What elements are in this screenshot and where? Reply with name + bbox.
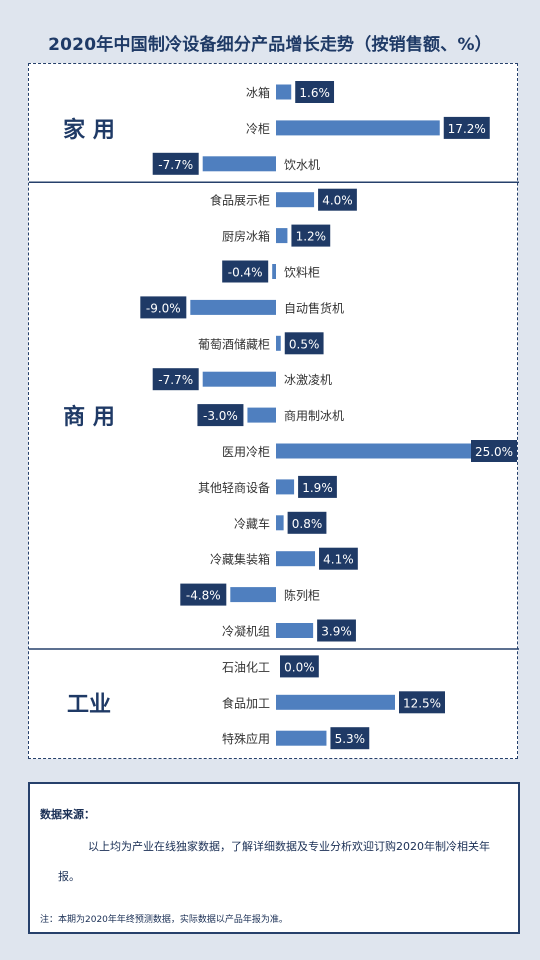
- bar: [247, 407, 276, 423]
- value-label: 1.6%: [299, 86, 330, 100]
- value-label: 25.0%: [475, 445, 513, 459]
- bar: [276, 84, 292, 100]
- bar: [202, 371, 276, 387]
- value-label-box: [152, 368, 199, 391]
- value-label: 1.2%: [296, 230, 327, 244]
- category-label: 冷藏集装箱: [210, 552, 270, 567]
- value-label-box: [298, 475, 337, 498]
- source-note: 注：本期为2020年年终预测数据，实际数据以产品年报为准。: [40, 915, 288, 925]
- value-label-box: [140, 296, 187, 319]
- value-label: 1.9%: [302, 481, 333, 495]
- value-label-box: [197, 404, 244, 427]
- group-label: 工业: [67, 692, 111, 717]
- category-label: 冰激凌机: [284, 373, 332, 387]
- value-label-box: [399, 691, 445, 714]
- category-label: 商用制冰机: [284, 408, 344, 423]
- bar: [276, 335, 281, 351]
- category-label: 冷凝机组: [222, 624, 270, 639]
- bar: [276, 551, 316, 567]
- value-label: 17.2%: [448, 122, 486, 136]
- group-label: 商 用: [63, 404, 115, 430]
- bar: [190, 299, 276, 315]
- value-label-box: [222, 260, 269, 283]
- bar: [276, 515, 284, 531]
- bar: [276, 479, 295, 495]
- value-label: 4.0%: [322, 194, 353, 208]
- category-label: 食品加工: [222, 695, 270, 710]
- value-label-box: [180, 583, 227, 606]
- bar: [276, 192, 315, 208]
- value-label-box: [318, 188, 357, 211]
- bar: [276, 694, 395, 710]
- category-label: 特殊应用: [222, 731, 270, 746]
- category-label: 石油化工: [222, 660, 270, 674]
- source-panel: 数据来源： 以上均为产业在线独家数据，了解详细数据及专业分析欢迎订购2020年制…: [28, 782, 520, 934]
- chart-panel: 冰箱 1.6% 冷柜 17.2% 饮水机 -7.7% 家 用食品展示柜 4.0% 厨房冰箱 1.2…: [28, 63, 519, 759]
- value-label-box: [284, 332, 324, 355]
- bar: [276, 730, 327, 746]
- page-title: 2020年中国制冷设备细分产品增长走势（按销售额、%）: [48, 35, 492, 55]
- value-label-box: [317, 619, 356, 642]
- value-label: 0.8%: [292, 517, 323, 531]
- bar: [276, 120, 440, 136]
- value-label: 5.3%: [335, 732, 366, 746]
- source-text: 以上均为产业在线独家数据，了解详细数据及专业分析欢迎订购2020年制冷相关年报。: [58, 840, 490, 883]
- category-label: 饮水机: [284, 158, 320, 172]
- value-label-box: [295, 81, 335, 103]
- category-label: 冰箱: [246, 85, 270, 100]
- category-label: 陈列柜: [284, 588, 320, 603]
- value-label: -9.0%: [146, 301, 181, 315]
- category-label: 食品展示柜: [210, 193, 270, 208]
- group-label: 家 用: [63, 117, 115, 143]
- category-label: 冷藏车: [234, 516, 270, 531]
- bar: [272, 264, 276, 279]
- bar: [276, 228, 288, 244]
- category-label: 饮料柜: [284, 266, 320, 280]
- category-label: 自动售货机: [284, 300, 344, 315]
- value-label: 0.0%: [284, 660, 315, 674]
- category-label: 医用冷柜: [222, 445, 270, 459]
- value-label-box: [471, 440, 517, 462]
- value-label: -4.8%: [186, 589, 221, 603]
- value-label-box: [152, 152, 199, 175]
- value-label-box: [291, 224, 331, 247]
- value-label-box: [319, 547, 358, 570]
- category-label: 冷柜: [246, 122, 270, 136]
- value-label: -7.7%: [158, 373, 193, 387]
- value-label-box: [287, 511, 327, 534]
- value-label-box: [330, 727, 370, 750]
- bar: [202, 156, 276, 172]
- source-title: 数据来源：: [40, 808, 95, 821]
- value-label-box: [443, 116, 490, 139]
- value-label: -3.0%: [203, 409, 238, 423]
- value-label: -0.4%: [228, 266, 263, 280]
- category-label: 葡萄酒储藏柜: [198, 336, 270, 351]
- bar: [276, 623, 314, 638]
- value-label: 0.5%: [289, 337, 320, 351]
- value-label-box: [280, 655, 319, 678]
- bar: [230, 587, 276, 603]
- value-label: 12.5%: [403, 696, 441, 710]
- value-label: 3.9%: [321, 625, 352, 639]
- category-label: 厨房冰箱: [222, 229, 270, 244]
- category-label: 其他轻商设备: [198, 480, 270, 495]
- bar: [276, 443, 514, 459]
- value-label: -7.7%: [158, 158, 193, 172]
- value-label: 4.1%: [323, 553, 354, 567]
